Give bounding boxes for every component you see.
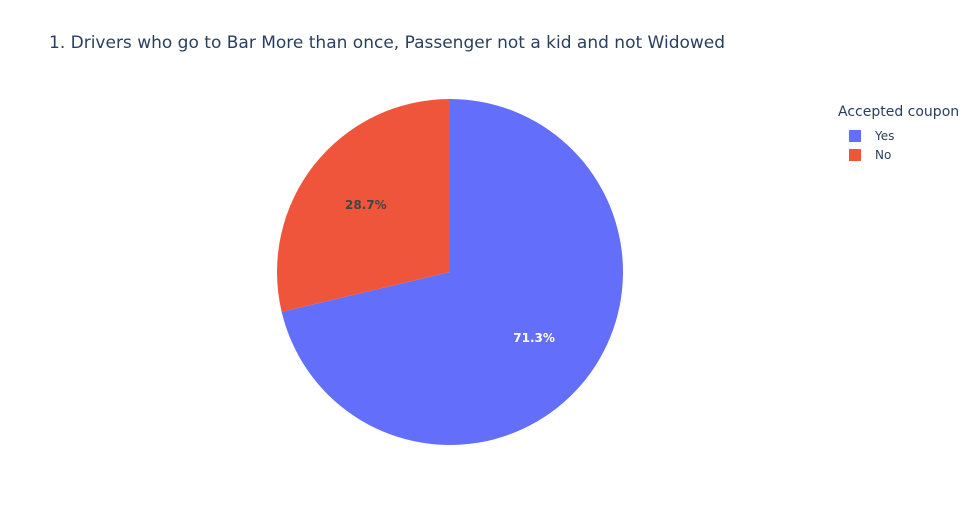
pie-slice-yes[interactable] xyxy=(281,99,624,446)
legend-label-yes: Yes xyxy=(875,128,895,143)
legend-swatch-no xyxy=(849,148,861,161)
chart-title: 1. Drivers who go to Bar More than once,… xyxy=(49,33,726,53)
legend-item-yes[interactable]: Yes xyxy=(849,126,968,145)
pie-slices xyxy=(277,99,624,446)
pie-label-yes: 71.3% xyxy=(513,331,555,345)
legend-label-no: No xyxy=(875,147,892,162)
pie-label-no: 28.7% xyxy=(345,198,387,212)
pie-labels: 71.3% 28.7% xyxy=(345,198,555,345)
legend-swatch-yes xyxy=(849,129,861,142)
legend: Accepted coupon Yes No xyxy=(838,104,968,164)
legend-title: Accepted coupon xyxy=(838,104,960,120)
pie-slice-no[interactable] xyxy=(277,99,450,312)
legend-item-no[interactable]: No xyxy=(849,145,968,164)
